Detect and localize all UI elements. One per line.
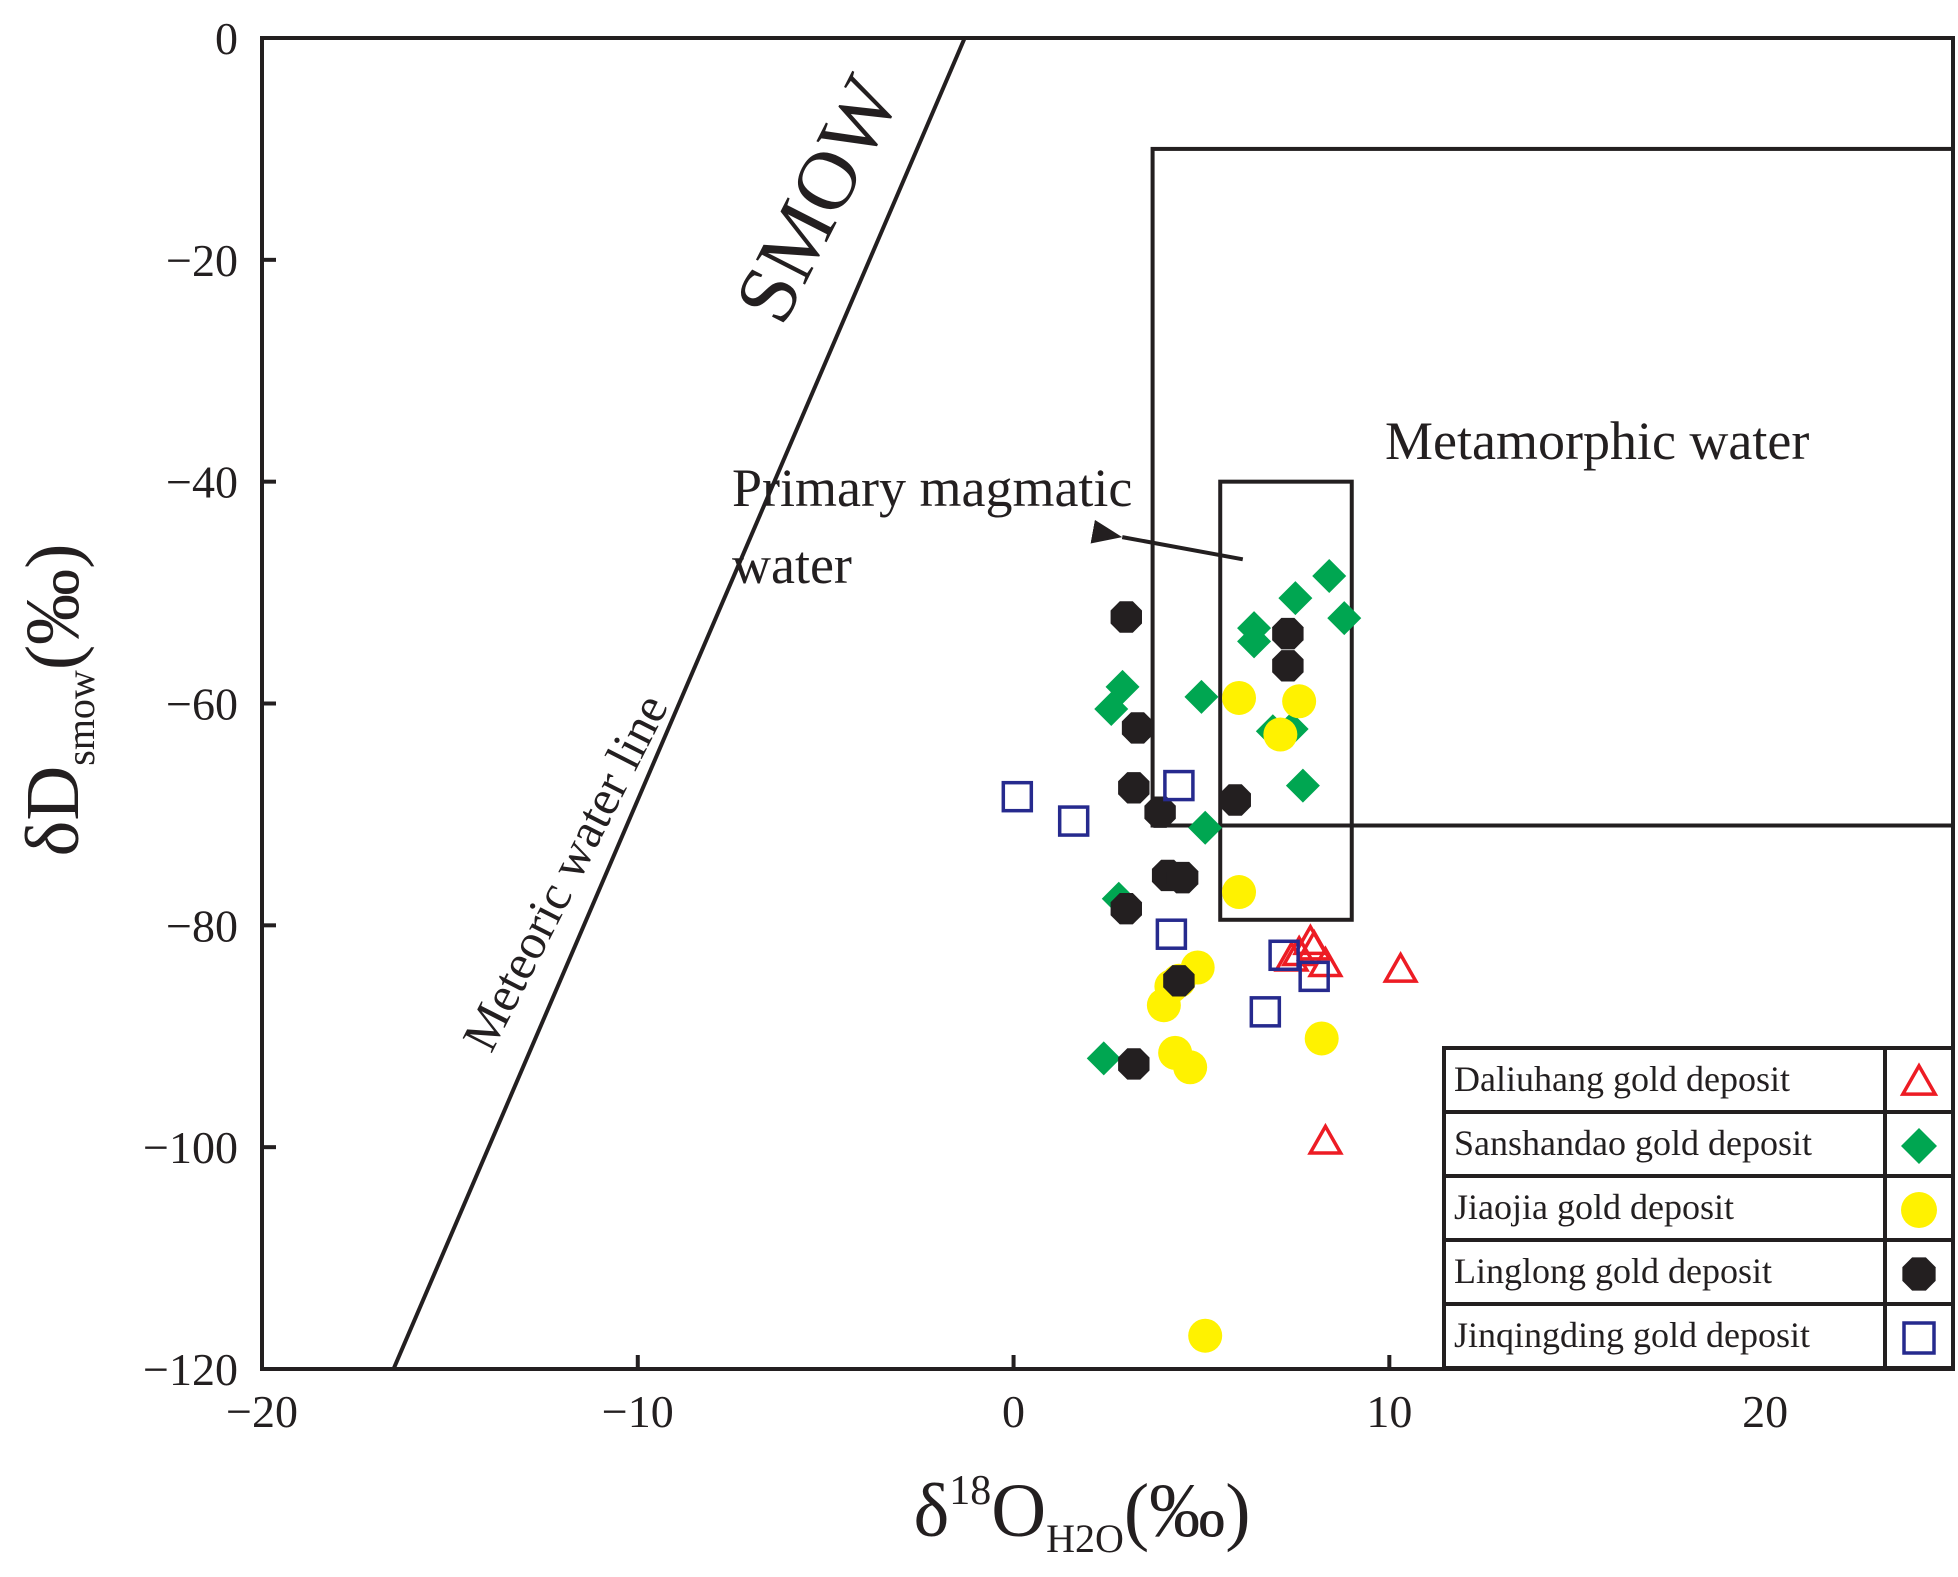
- data-point-circle: [1263, 717, 1298, 752]
- data-point-circle: [1188, 1318, 1223, 1353]
- data-point-octagon: [1110, 892, 1142, 925]
- data-point-square-open: [1057, 805, 1090, 837]
- y-tick-label: −100: [143, 1122, 238, 1173]
- data-point-circle: [1222, 875, 1257, 910]
- data-point-octagon: [1121, 712, 1154, 744]
- legend-label: Daliuhang gold deposit: [1454, 1059, 1790, 1099]
- data-point-diamond: [1188, 810, 1223, 845]
- legend-marker: [1901, 1192, 1937, 1228]
- smow-label: SMOW: [717, 61, 919, 337]
- y-tick-label: −120: [143, 1344, 238, 1395]
- magmatic-arrow: [1090, 519, 1244, 562]
- data-point-diamond: [1184, 679, 1219, 714]
- primary-magmatic-water-box: [1218, 479, 1354, 922]
- data-point-circle: [1282, 684, 1317, 719]
- primary-magmatic-label-line1: Primary magmatic: [732, 458, 1132, 518]
- x-tick-label: 0: [1002, 1386, 1025, 1437]
- data-point-diamond: [1094, 692, 1129, 727]
- meteoric-line-label: Meteoric water line: [451, 685, 679, 1059]
- data-point-square-open: [1001, 780, 1034, 813]
- data-point-square-open: [1249, 996, 1282, 1028]
- data-point-triangle-open: [1382, 950, 1419, 983]
- y-tick-label: −40: [166, 457, 238, 508]
- y-tick-label: −60: [166, 679, 238, 730]
- data-point-octagon: [1163, 965, 1195, 997]
- legend-frame: [1442, 1046, 1955, 1370]
- data-point-circle: [1304, 1021, 1339, 1056]
- data-point-diamond: [1312, 558, 1347, 593]
- legend-marker: [1902, 1321, 1936, 1355]
- meteoric-water-line: [391, 38, 967, 1369]
- data-point-triangle-open: [1295, 928, 1333, 961]
- data-point-octagon: [1166, 861, 1199, 894]
- metamorphic-water-label: Metamorphic water: [1385, 411, 1809, 471]
- data-point-octagon: [1144, 796, 1176, 828]
- legend-label: Linglong gold deposit: [1454, 1251, 1772, 1291]
- plot-area: [391, 38, 1953, 1369]
- legend-marker: [1902, 1257, 1936, 1291]
- data-point-octagon: [1110, 601, 1142, 633]
- data-point-circle: [1173, 1050, 1208, 1085]
- y-tick-label: 0: [215, 13, 238, 64]
- y-tick-label: −80: [166, 900, 238, 951]
- x-tick-label: −20: [226, 1386, 298, 1437]
- data-point-circle: [1146, 988, 1181, 1023]
- data-point-octagon: [1272, 617, 1304, 650]
- metamorphic-water-box: [1150, 146, 1953, 828]
- data-point-circle: [1222, 680, 1257, 715]
- data-points: [1001, 558, 1419, 1353]
- x-tick-label: −10: [602, 1386, 674, 1437]
- data-point-octagon: [1118, 1048, 1150, 1080]
- legend-label: Jiaojia gold deposit: [1454, 1187, 1734, 1227]
- legend-label: Sanshandao gold deposit: [1454, 1123, 1812, 1163]
- legend-marker: [1899, 1062, 1939, 1096]
- data-point-octagon: [1118, 772, 1150, 804]
- y-axis: 0 −20 −40 −60 −80 −100 −120: [143, 13, 276, 1395]
- y-tick-label: −20: [166, 235, 238, 286]
- data-point-diamond: [1285, 768, 1320, 803]
- data-point-triangle-open: [1307, 1122, 1344, 1155]
- data-point-square-open: [1163, 769, 1195, 802]
- y-axis-title: δDsmow(‰): [11, 544, 103, 857]
- legend-marker: [1901, 1128, 1937, 1164]
- data-point-octagon: [1272, 650, 1304, 682]
- data-point-diamond: [1278, 581, 1313, 616]
- data-point-square-open: [1268, 939, 1300, 972]
- data-point-octagon: [1219, 784, 1251, 816]
- data-point-diamond: [1086, 1041, 1121, 1076]
- legend: Daliuhang gold deposit Sanshandao gold de…: [1442, 1046, 1955, 1370]
- data-point-square-open: [1298, 960, 1330, 993]
- x-axis-title: δ18OH2O(‰): [913, 1468, 1250, 1561]
- legend-label: Jinqingding gold deposit: [1454, 1315, 1810, 1355]
- data-point-diamond: [1237, 624, 1272, 659]
- x-axis: −20 −10 0 10 20: [226, 1355, 1788, 1437]
- x-tick-label: 20: [1742, 1386, 1788, 1437]
- primary-magmatic-label-line2: water: [732, 535, 852, 595]
- data-point-diamond: [1327, 601, 1362, 636]
- x-tick-label: 10: [1366, 1386, 1412, 1437]
- data-point-square-open: [1155, 918, 1188, 950]
